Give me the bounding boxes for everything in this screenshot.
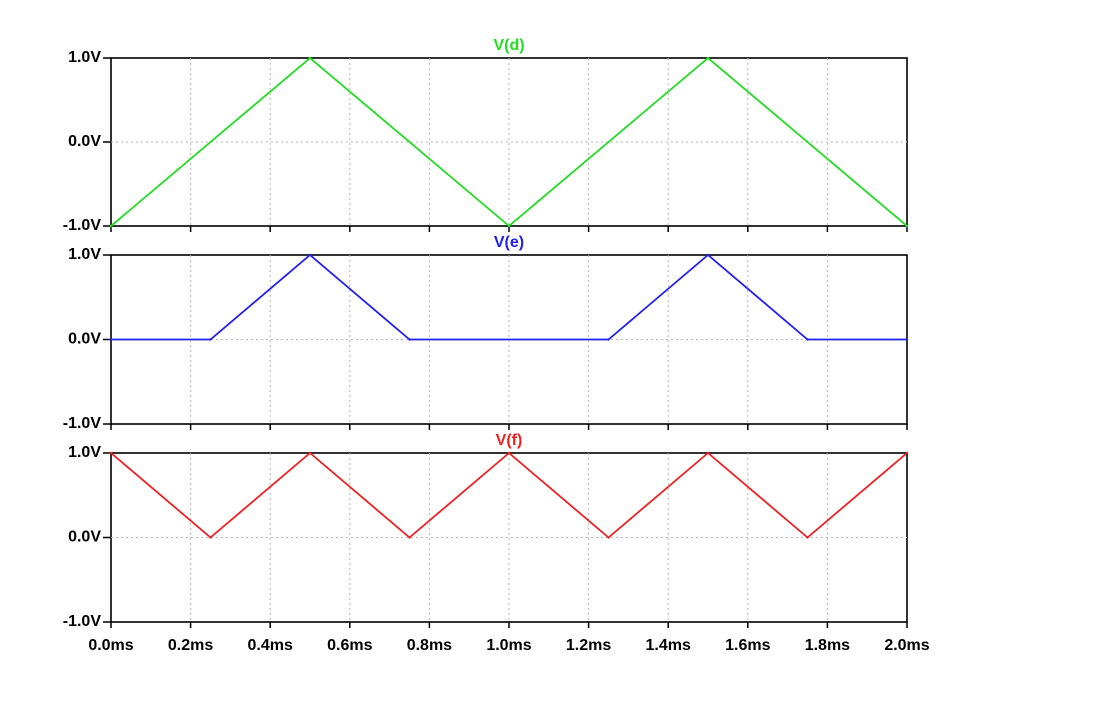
x-tick-label: 1.0ms xyxy=(486,637,531,654)
x-axis: 0.0ms 0.2ms 0.4ms 0.6ms 0.8ms 1.0ms 1.2ms 1.4ms… xyxy=(88,637,929,654)
y-tick-label: 1.0V xyxy=(68,246,101,263)
data-point xyxy=(507,224,511,228)
plot-pane-ve: 1.0V 0.0V -1.0V V(e) xyxy=(63,234,909,432)
data-point xyxy=(408,338,411,341)
y-tick-label: -1.0V xyxy=(63,613,102,630)
trace-title-vd: V(d) xyxy=(493,37,524,54)
data-point xyxy=(507,451,511,455)
y-tick-label: -1.0V xyxy=(63,217,102,234)
x-tick-label: 0.0ms xyxy=(88,637,133,654)
data-point xyxy=(806,536,809,539)
y-tick-label: 0.0V xyxy=(68,529,101,546)
data-point xyxy=(209,338,212,341)
data-point xyxy=(607,536,610,539)
data-point xyxy=(806,338,809,341)
trace-title-ve: V(e) xyxy=(494,234,524,251)
y-tick-label: -1.0V xyxy=(63,415,102,432)
data-point xyxy=(308,56,312,60)
data-point xyxy=(905,338,909,341)
data-point xyxy=(905,224,909,228)
trace-title-vf: V(f) xyxy=(496,432,523,449)
x-tick-label: 1.4ms xyxy=(646,637,691,654)
data-point xyxy=(408,536,411,539)
data-point xyxy=(109,224,113,228)
x-tick-label: 0.8ms xyxy=(407,637,452,654)
x-tick-label: 0.2ms xyxy=(168,637,213,654)
x-tick-label: 2.0ms xyxy=(884,637,929,654)
data-point xyxy=(706,451,710,455)
data-point xyxy=(109,451,113,455)
data-point xyxy=(706,56,710,60)
data-point xyxy=(905,451,909,455)
y-tick-label: 0.0V xyxy=(68,133,101,150)
x-tick-label: 1.6ms xyxy=(725,637,770,654)
data-point xyxy=(308,253,312,257)
data-point xyxy=(308,451,312,455)
plot-pane-vd: 1.0V 0.0V -1.0V V(d) xyxy=(63,37,909,234)
data-point xyxy=(109,338,113,341)
data-point xyxy=(607,338,610,341)
trace-line-ve xyxy=(111,253,907,341)
plot-pane-vf: 1.0V 0.0V -1.0V V(f) xyxy=(63,432,909,630)
y-tick-label: 1.0V xyxy=(68,444,101,461)
data-point xyxy=(706,253,710,257)
y-tick-label: 0.0V xyxy=(68,331,101,348)
y-tick-label: 1.0V xyxy=(68,49,101,66)
x-tick-label: 0.6ms xyxy=(327,637,372,654)
x-tick-label: 0.4ms xyxy=(248,637,293,654)
data-point xyxy=(209,536,212,539)
x-tick-label: 1.2ms xyxy=(566,637,611,654)
x-tick-label: 1.8ms xyxy=(805,637,850,654)
